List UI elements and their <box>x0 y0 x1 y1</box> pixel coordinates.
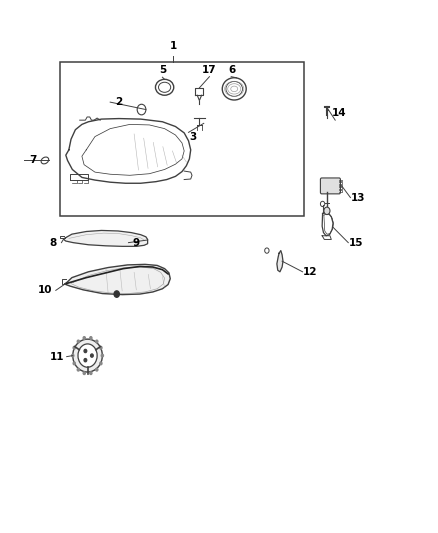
Circle shape <box>95 368 98 371</box>
Text: 13: 13 <box>351 192 366 203</box>
Text: 2: 2 <box>115 97 123 107</box>
Circle shape <box>83 337 85 340</box>
Circle shape <box>90 372 92 375</box>
Text: 10: 10 <box>38 285 52 295</box>
Text: 3: 3 <box>189 132 197 142</box>
Text: 5: 5 <box>159 66 166 75</box>
Circle shape <box>114 291 119 297</box>
Text: 9: 9 <box>133 238 140 248</box>
Circle shape <box>90 337 92 340</box>
Polygon shape <box>64 264 170 295</box>
Circle shape <box>72 354 74 357</box>
Circle shape <box>84 359 87 362</box>
Polygon shape <box>64 230 148 246</box>
Circle shape <box>77 368 79 371</box>
Circle shape <box>100 362 102 365</box>
Circle shape <box>100 346 102 349</box>
Circle shape <box>73 346 75 349</box>
Circle shape <box>77 340 79 343</box>
Circle shape <box>84 350 87 352</box>
Text: 8: 8 <box>49 238 57 248</box>
Text: 11: 11 <box>50 352 64 361</box>
Text: 17: 17 <box>202 66 217 75</box>
Circle shape <box>78 344 97 367</box>
Circle shape <box>95 340 98 343</box>
Text: 6: 6 <box>229 66 236 75</box>
Circle shape <box>83 372 85 375</box>
Text: 12: 12 <box>303 267 318 277</box>
Bar <box>60 62 304 216</box>
Text: 14: 14 <box>332 108 346 118</box>
Circle shape <box>73 362 75 365</box>
Text: 15: 15 <box>349 238 364 248</box>
Text: 1: 1 <box>170 42 177 52</box>
Circle shape <box>91 354 93 357</box>
Circle shape <box>101 354 103 357</box>
Circle shape <box>324 207 330 215</box>
Text: 7: 7 <box>29 156 37 165</box>
Ellipse shape <box>73 339 102 372</box>
Polygon shape <box>277 251 283 272</box>
FancyBboxPatch shape <box>321 178 340 194</box>
